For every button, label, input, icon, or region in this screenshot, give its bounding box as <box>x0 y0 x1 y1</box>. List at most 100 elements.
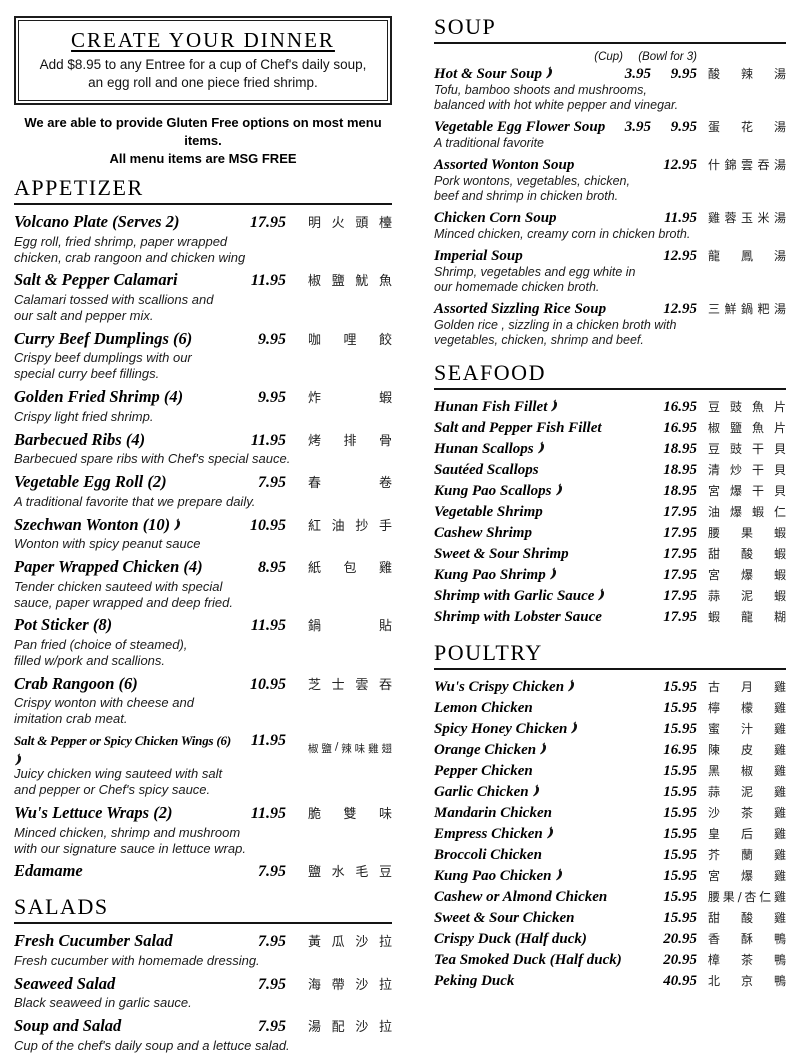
item-bowl-price: 9.95 <box>670 119 697 135</box>
item-chinese-name: 豆豉干貝 <box>708 442 786 456</box>
item-description-line: Egg roll, fried shrimp, paper wrapped <box>14 233 228 249</box>
item-price: 18.95 <box>663 462 697 478</box>
item-price: 15.95 <box>663 763 697 779</box>
item-description: Juicy chicken wing sauteed with salt and … <box>14 766 392 798</box>
item-chinese-name: 鹽水毛豆 <box>308 865 392 881</box>
item-chinese-name: 樟茶鴨 <box>708 953 786 967</box>
item-description-line: Crispy light fried shrimp. <box>14 408 154 424</box>
item-chinese-name: 清炒干貝 <box>708 463 786 477</box>
chili-pepper-icon <box>546 826 555 839</box>
item-price: 15.95 <box>663 721 697 737</box>
item-name: Lemon Chicken <box>434 700 533 716</box>
item-price: 9.95 <box>258 389 286 407</box>
item-description-line: sauce, paper wrapped and deep fried. <box>14 594 233 610</box>
msg-free-note: All menu items are MSG FREE <box>109 150 297 166</box>
item-chinese-name: 古月雞 <box>708 680 786 694</box>
item-description-line: special curry beef fillings. <box>14 366 160 382</box>
item-name: Shrimp with Garlic Sauce <box>434 586 651 607</box>
menu-item: Fresh Cucumber Salad 7.95 黃瓜沙拉 Fresh cuc… <box>14 931 392 968</box>
menu-item: Mandarin Chicken 15.95 沙茶雞 <box>434 803 786 824</box>
item-name: Hunan Fish Fillet <box>434 397 651 418</box>
item-description-line: Black seaweed in garlic sauce. <box>14 995 192 1011</box>
chili-pepper-icon <box>173 517 182 531</box>
item-description-line: Crispy beef dumplings with our <box>14 350 192 366</box>
item-name: Vegetable Egg Roll (2) <box>14 472 167 492</box>
item-chinese-name: 雞蓉玉米湯 <box>708 211 786 225</box>
menu-item: Salt & Pepper Calamari 11.95 椒鹽魷魚 Calama… <box>14 270 392 323</box>
item-bowl-price: 12.95 <box>663 301 697 317</box>
item-chinese-name: 甜酸蝦 <box>708 547 786 561</box>
menu-item: Broccoli Chicken 15.95 芥蘭雞 <box>434 845 786 866</box>
menu-item: Shrimp with Lobster Sauce 17.95 蝦龍糊 <box>434 607 786 628</box>
gluten-free-note: We are able to provide Gluten Free optio… <box>24 115 382 148</box>
item-description: Barbecued spare ribs with Chef's special… <box>14 451 392 467</box>
item-chinese-name: 黃瓜沙拉 <box>308 935 392 951</box>
menu-item: Sweet & Sour Chicken 15.95 甜酸雞 <box>434 908 786 929</box>
item-description: A traditional favorite that we prepare d… <box>14 494 392 510</box>
item-chinese-name: 酸辣湯 <box>708 67 786 81</box>
item-price: 16.95 <box>663 399 697 415</box>
item-price: 11.95 <box>250 431 286 449</box>
menu-item: Kung Pao Scallops 18.95 宮爆干貝 <box>434 481 786 502</box>
item-name: Kung Pao Chicken <box>434 866 651 887</box>
menu-item: Salt and Pepper Fish Fillet 16.95 椒鹽魚片 <box>434 418 786 439</box>
item-description-line: Cup of the chef's daily soup and a lettu… <box>14 1037 290 1053</box>
menu-item: Cashew or Almond Chicken 15.95 腰果 / 杏仁雞 <box>434 887 786 908</box>
item-price: 10.95 <box>250 516 286 534</box>
item-name: Shrimp with Lobster Sauce <box>434 609 602 625</box>
item-description: Wonton with spicy peanut sauce <box>14 536 392 552</box>
item-name: Pepper Chicken <box>434 763 533 779</box>
item-chinese-name: 椒鹽魷魚 <box>308 274 392 290</box>
item-price: 16.95 <box>663 420 697 436</box>
item-name: Pot Sticker (8) <box>14 615 113 635</box>
item-description: Pan fried (choice of steamed), filled w/p… <box>14 637 392 669</box>
item-description-line: our homemade chicken broth. <box>434 280 600 294</box>
chili-pepper-icon <box>555 868 564 881</box>
item-chinese-name: 豆豉魚片 <box>708 400 786 414</box>
item-description: Minced chicken, shrimp and mushroom with … <box>14 825 392 857</box>
item-price: 11.95 <box>250 732 286 750</box>
item-price: 7.95 <box>258 1017 286 1035</box>
item-price: 7.95 <box>258 933 286 951</box>
item-name: Broccoli Chicken <box>434 847 542 863</box>
item-name: Spicy Honey Chicken <box>434 719 651 740</box>
section-header-appetizer: APPETIZER <box>14 175 392 206</box>
menu-item: Hunan Scallops 18.95 豆豉干貝 <box>434 439 786 460</box>
item-description-line: chicken, crab rangoon and chicken wing <box>14 249 246 265</box>
menu-item: Hunan Fish Fillet 16.95 豆豉魚片 <box>434 397 786 418</box>
item-description: A traditional favorite <box>434 136 786 151</box>
menu-item: Golden Fried Shrimp (4) 9.95 炸蝦 Crispy l… <box>14 387 392 424</box>
item-price: 11.95 <box>250 805 286 823</box>
item-description: Tofu, bamboo shoots and mushrooms, balanc… <box>434 83 786 113</box>
item-description-line: A traditional favorite <box>434 136 545 150</box>
menu-item: Hot & Sour Soup 3.95 9.95 酸辣湯 Tofu, bamb… <box>434 65 786 113</box>
item-chinese-name: 宮爆干貝 <box>708 484 786 498</box>
item-chinese-name: 紅油抄手 <box>308 518 392 534</box>
item-name: Salt & Pepper Calamari <box>14 270 178 290</box>
item-cup-price: 3.95 <box>624 66 651 82</box>
item-price: 7.95 <box>258 863 286 881</box>
item-name: Tea Smoked Duck (Half duck) <box>434 952 622 968</box>
chili-pepper-icon <box>545 66 554 79</box>
item-description: Crispy wonton with cheese and imitation c… <box>14 695 392 727</box>
item-price: 17.95 <box>663 546 697 562</box>
item-chinese-name: 炸蝦 <box>308 391 392 407</box>
item-name: Salt & Pepper or Spicy Chicken Wings (6) <box>14 733 232 766</box>
item-price: 17.95 <box>663 504 697 520</box>
item-chinese-name: 咖哩餃 <box>308 332 392 348</box>
item-name: Mandarin Chicken <box>434 805 552 821</box>
menu-item: Sweet & Sour Shrimp 17.95 甜酸蝦 <box>434 544 786 565</box>
item-description-line: Pork wontons, vegetables, chicken, <box>434 174 630 188</box>
item-name: Curry Beef Dumplings (6) <box>14 328 193 348</box>
item-name: Soup and Salad <box>14 1015 122 1035</box>
item-name: Sautéed Scallops <box>434 462 539 478</box>
item-price: 15.95 <box>663 679 697 695</box>
menu-item: Paper Wrapped Chicken (4) 8.95 紙包雞 Tende… <box>14 557 392 610</box>
item-name: Volcano Plate (Serves 2) <box>14 212 180 232</box>
section-header-salads: SALADS <box>14 894 392 925</box>
item-description-line: Pan fried (choice of steamed), <box>14 637 188 653</box>
item-name: Salt and Pepper Fish Fillet <box>434 420 602 436</box>
item-description: Crispy light fried shrimp. <box>14 409 392 425</box>
item-bowl-price: 12.95 <box>663 157 697 173</box>
